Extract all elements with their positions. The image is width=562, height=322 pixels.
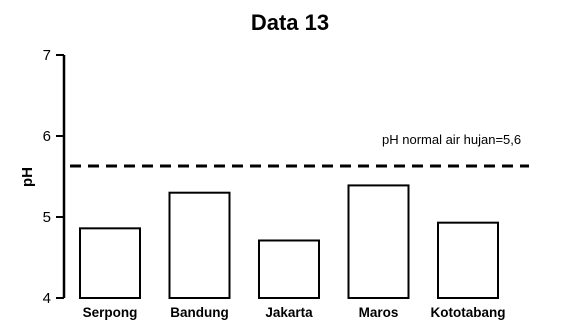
bar-bandung [168,191,231,299]
y-tick-label: 6 [43,128,51,145]
y-tick-label: 7 [43,47,51,64]
x-tick-label-serpong: Serpong [83,305,138,320]
bars-group [79,184,499,300]
y-axis-label: pH [19,167,36,187]
reference-line-label: pH normal air hujan=5,6 [382,132,521,147]
reference-line-group: pH normal air hujan=5,6 [70,132,529,168]
bar-maros [347,184,410,299]
x-tick-label-jakarta: Jakarta [265,305,313,320]
x-tick-label-kototabang: Kototabang [431,305,506,320]
x-tick-label-bandung: Bandung [170,305,229,320]
y-tick-label: 5 [43,209,51,226]
bar-serpong [79,227,141,299]
y-ticks-group: 4 5 6 7 [43,47,64,307]
y-tick-label: 4 [43,290,51,307]
bar-jakarta [258,239,320,300]
x-ticks-group: Serpong Bandung Jakarta Maros Kototabang [83,305,506,320]
x-tick-label-maros: Maros [359,305,399,320]
chart-title: Data 13 [251,10,329,35]
bar-kototabang [437,221,499,299]
